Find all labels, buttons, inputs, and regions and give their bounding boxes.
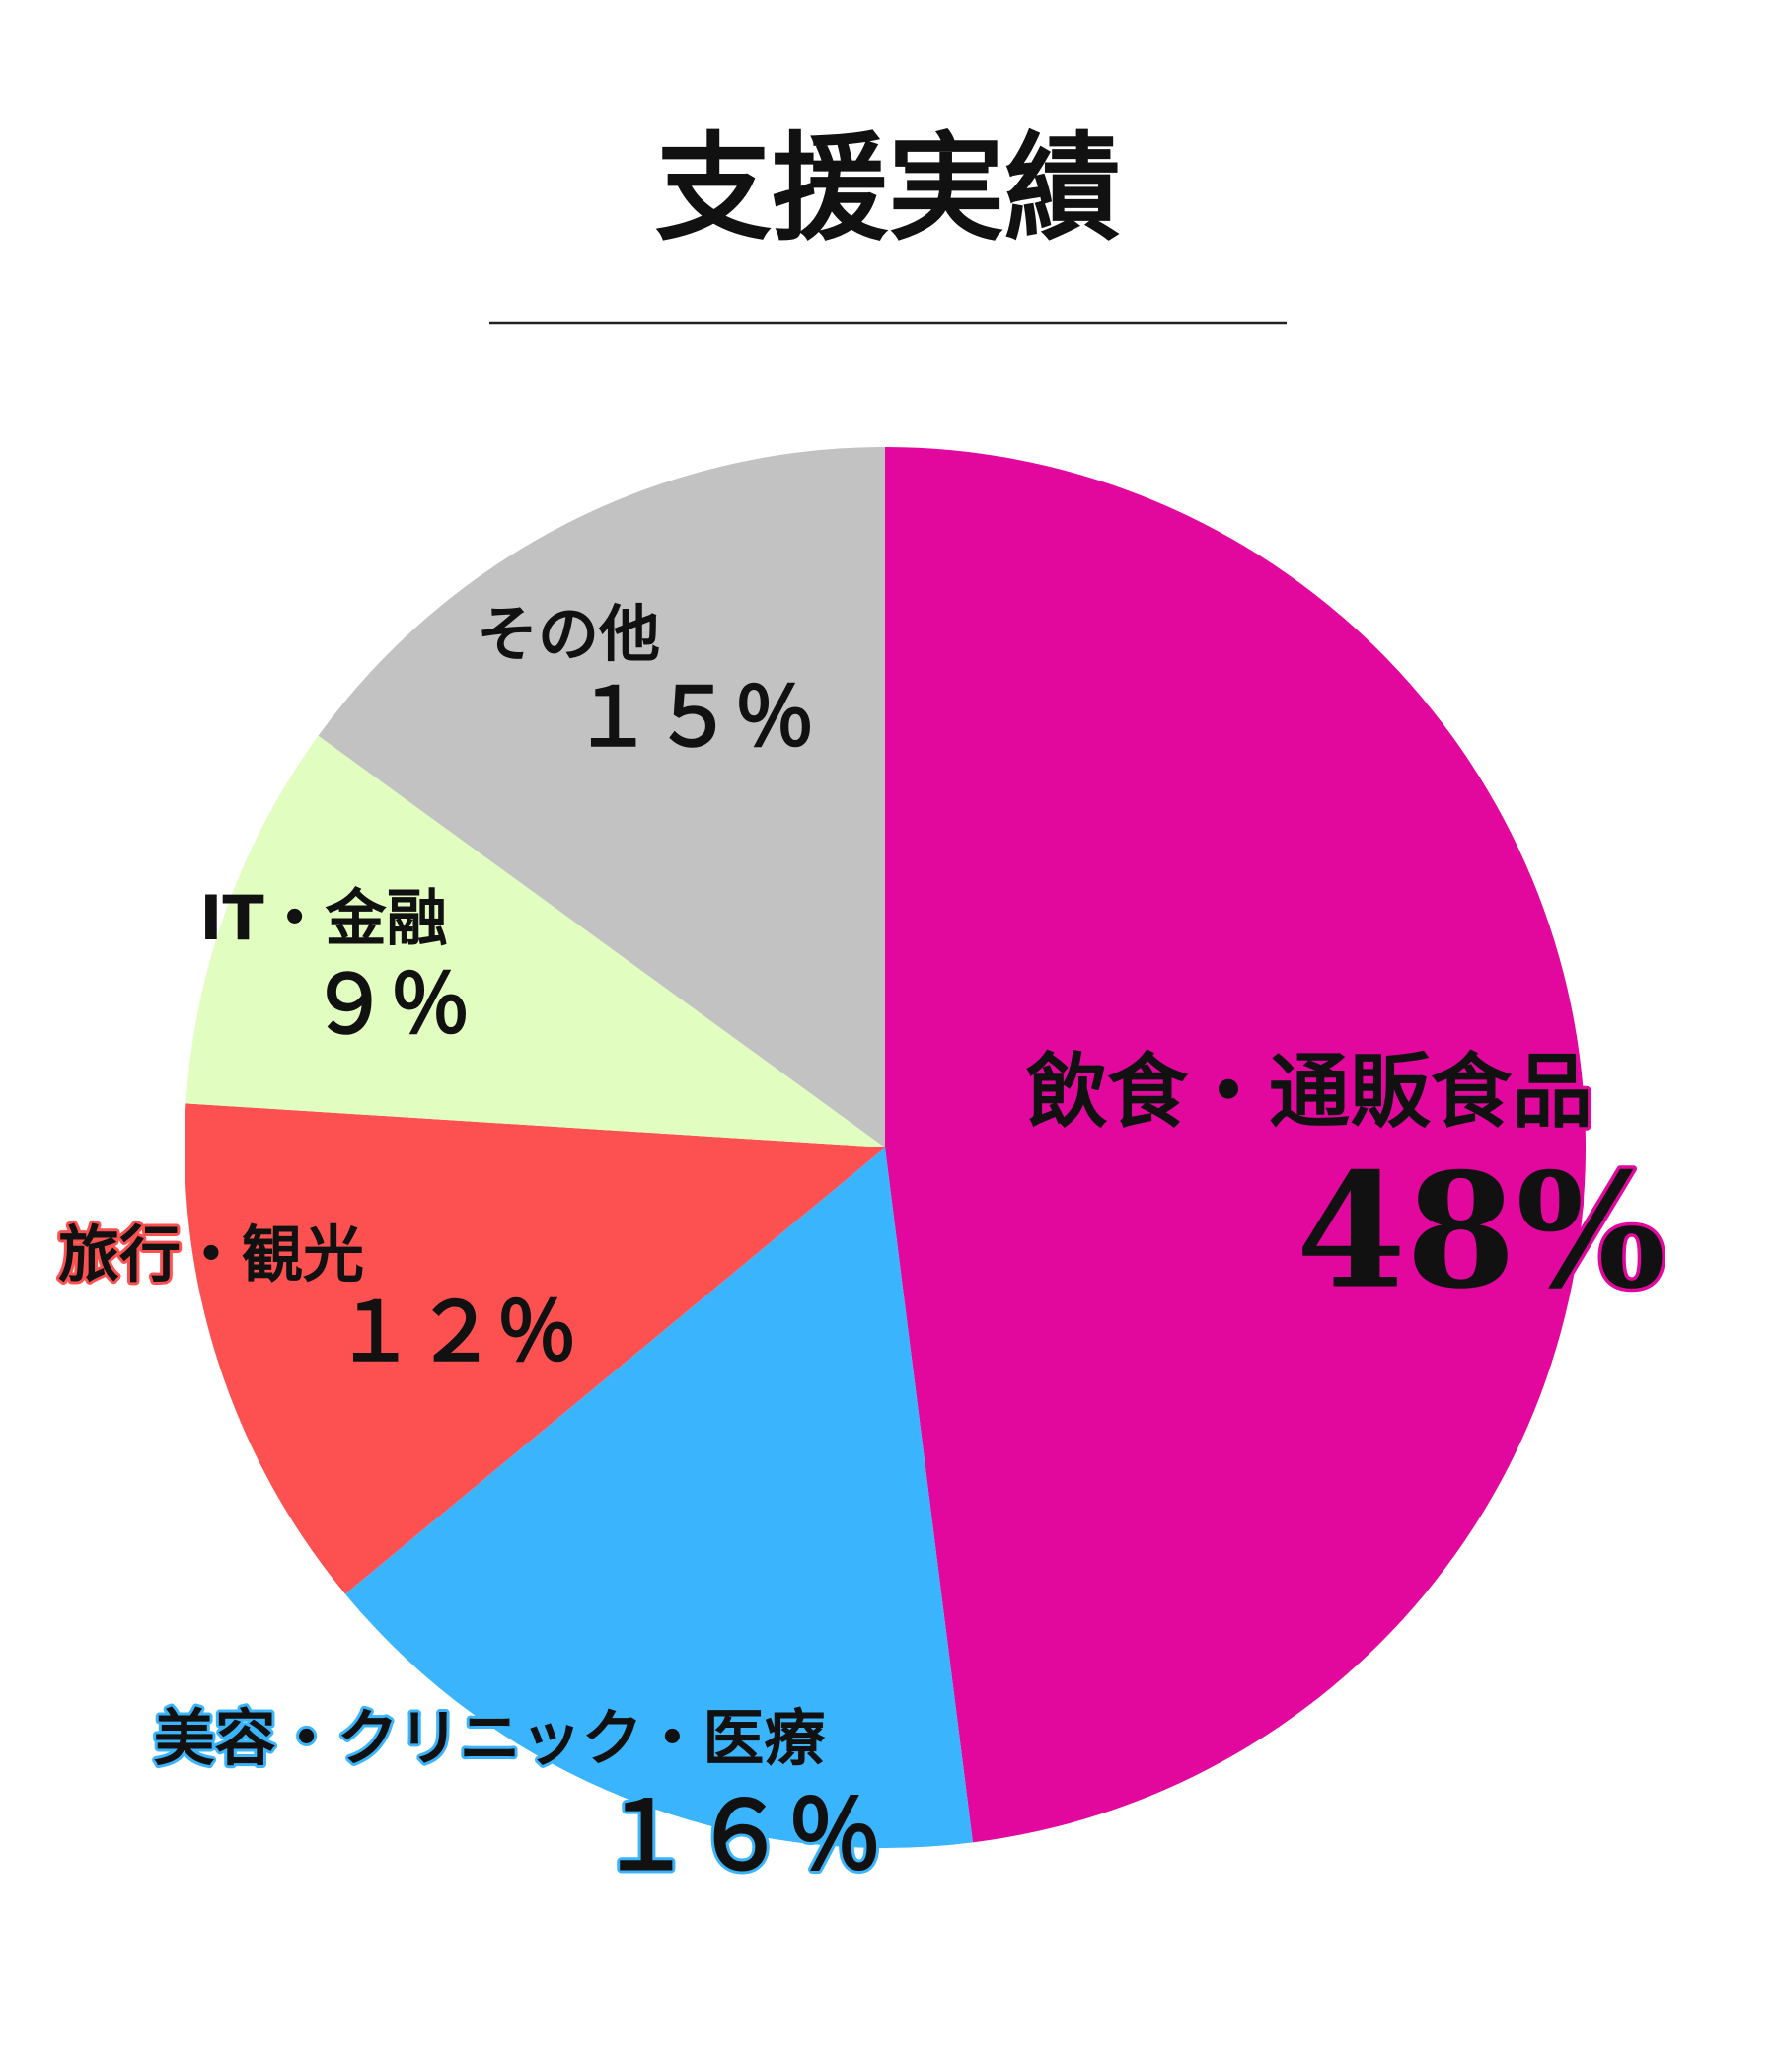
pie-slice bbox=[185, 735, 886, 1147]
pie-slice bbox=[184, 1103, 885, 1594]
pie bbox=[184, 446, 1587, 1848]
slice-label: IT・金融 bbox=[199, 882, 447, 954]
value-label: ９％ bbox=[309, 957, 471, 1052]
value-label: １６％ bbox=[598, 1780, 882, 1891]
value-label: １５％ bbox=[572, 670, 815, 765]
value-label: １２％ bbox=[334, 1285, 577, 1379]
slice-label: 飲食・通販食品 bbox=[1026, 1045, 1592, 1139]
pie-slice bbox=[885, 447, 1587, 1843]
value-label: 48% bbox=[1296, 1139, 1666, 1324]
slice-label: その他 bbox=[477, 598, 660, 670]
slice-label: 美容・クリニック・医療 bbox=[154, 1702, 826, 1774]
chart-title: 支援実績 bbox=[655, 120, 1121, 257]
slice-label: 旅行・観光 bbox=[58, 1219, 364, 1291]
pie-slice bbox=[344, 1147, 973, 1848]
pie-slice bbox=[318, 446, 886, 1147]
